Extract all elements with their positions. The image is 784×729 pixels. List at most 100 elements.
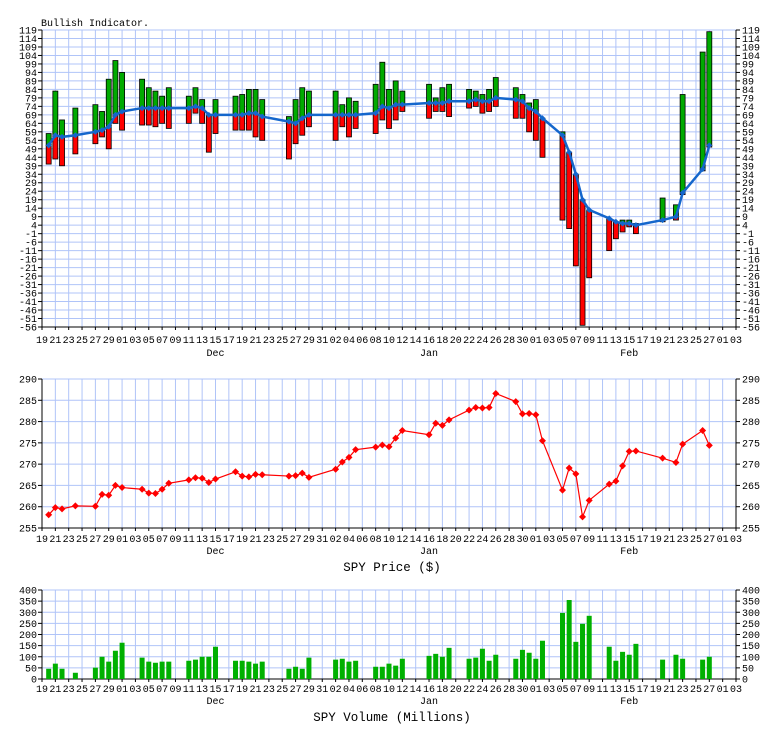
volume-bar bbox=[373, 666, 379, 679]
y-tick-label-left: -1 bbox=[25, 230, 37, 241]
y-tick-label-right: 39 bbox=[742, 162, 754, 173]
indicator-bar-green bbox=[52, 90, 59, 136]
y-tick-label-right: 150 bbox=[742, 642, 760, 653]
x-tick-label: 03 bbox=[129, 535, 141, 546]
x-tick-label: 01 bbox=[530, 535, 542, 546]
volume-bar bbox=[493, 654, 499, 679]
moving-average-point bbox=[446, 98, 453, 105]
x-tick-label: 03 bbox=[543, 336, 555, 347]
x-tick-label: 22 bbox=[463, 685, 475, 696]
moving-average-point bbox=[532, 108, 539, 115]
indicator-bar-red bbox=[59, 136, 65, 167]
moving-average-point bbox=[345, 111, 352, 118]
y-tick-label-left: 54 bbox=[25, 137, 37, 148]
price-point bbox=[572, 470, 580, 478]
price-point bbox=[145, 489, 153, 497]
x-tick-label: 03 bbox=[730, 685, 742, 696]
y-tick-label-right: 54 bbox=[742, 137, 754, 148]
x-tick-label: 02 bbox=[330, 685, 342, 696]
y-tick-label-right: 99 bbox=[742, 60, 754, 71]
volume-bar bbox=[106, 661, 112, 679]
indicator-bar-green bbox=[679, 94, 686, 194]
volume-bar bbox=[379, 666, 385, 679]
indicator-bar-green bbox=[145, 87, 152, 109]
price-point bbox=[385, 443, 393, 451]
indicator-bar-green bbox=[105, 78, 112, 128]
moving-average-point bbox=[539, 115, 546, 122]
volume-bar bbox=[526, 652, 532, 679]
moving-average-point bbox=[606, 215, 613, 222]
moving-average-point bbox=[586, 206, 593, 213]
x-tick-label: 28 bbox=[503, 685, 515, 696]
indicator-bar-green bbox=[306, 90, 312, 116]
price-point bbox=[559, 486, 566, 494]
x-tick-label: 25 bbox=[276, 535, 288, 546]
price-point bbox=[699, 427, 707, 435]
x-tick-label: 19 bbox=[236, 685, 248, 696]
indicator-bar-green bbox=[332, 90, 339, 116]
y-tick-label-left: 29 bbox=[25, 179, 37, 190]
indicator-bar-green bbox=[492, 77, 499, 99]
x-tick-label: 24 bbox=[476, 685, 488, 696]
volume-bar bbox=[580, 623, 586, 679]
indicator-bar-red bbox=[586, 209, 593, 279]
price-point bbox=[245, 473, 253, 481]
x-tick-label: 18 bbox=[436, 685, 448, 696]
y-tick-label-right: 280 bbox=[742, 418, 760, 429]
x-tick-label: 23 bbox=[677, 535, 689, 546]
x-tick-label: 08 bbox=[370, 535, 382, 546]
x-tick-label: 06 bbox=[356, 685, 368, 696]
x-tick-label: 01 bbox=[116, 685, 128, 696]
price-point bbox=[165, 479, 173, 487]
x-tick-label: 11 bbox=[597, 336, 609, 347]
x-tick-label: 27 bbox=[89, 685, 101, 696]
y-tick-label-left: 4 bbox=[31, 222, 37, 233]
x-tick-label: 21 bbox=[663, 535, 675, 546]
volume-bar bbox=[159, 661, 165, 679]
moving-average-point bbox=[145, 105, 152, 112]
volume-bar bbox=[112, 650, 118, 679]
indicator-bar-green bbox=[372, 83, 379, 114]
x-tick-label: 25 bbox=[276, 685, 288, 696]
moving-average-point bbox=[386, 105, 392, 112]
x-tick-label: 11 bbox=[183, 685, 195, 696]
x-tick-label: 21 bbox=[49, 336, 61, 347]
indicator-bar-red bbox=[105, 126, 112, 150]
spy-volume-panel: 19 21 23 25 27 29 01 03 05 07 09 11 13 15 17 19 21 23 25 27… bbox=[19, 587, 760, 709]
y-tick-label-left: 44 bbox=[25, 154, 37, 165]
x-tick-label: 27 bbox=[290, 336, 302, 347]
volume-bar bbox=[473, 657, 479, 679]
y-tick-label-right: 255 bbox=[742, 525, 760, 536]
indicator-bar-red bbox=[372, 112, 379, 134]
y-tick-label-right: 74 bbox=[742, 103, 754, 114]
y-tick-label-right: 79 bbox=[742, 94, 754, 105]
indicator-bar-red bbox=[386, 107, 392, 129]
moving-average-point bbox=[619, 220, 626, 227]
indicator-bar-red bbox=[286, 121, 292, 160]
y-tick-label-left: -56 bbox=[19, 324, 37, 335]
x-tick-label: 11 bbox=[597, 535, 609, 546]
moving-average-point bbox=[332, 111, 339, 118]
price-point bbox=[345, 453, 353, 461]
volume-bar bbox=[213, 646, 218, 679]
x-tick-label: 05 bbox=[143, 685, 155, 696]
volume-bar bbox=[306, 657, 312, 679]
x-tick-label: 11 bbox=[183, 535, 195, 546]
x-tick-label: 31 bbox=[316, 685, 328, 696]
price-point bbox=[705, 441, 713, 449]
y-tick-label-left: 260 bbox=[19, 503, 37, 514]
price-point bbox=[71, 502, 79, 510]
price-point bbox=[185, 476, 193, 484]
x-tick-label: 01 bbox=[116, 535, 128, 546]
price-point bbox=[372, 443, 380, 451]
volume-bar bbox=[253, 663, 259, 679]
y-tick-label-right: 24 bbox=[742, 188, 754, 199]
price-line bbox=[48, 392, 710, 520]
volume-bar bbox=[606, 646, 612, 679]
moving-average-point bbox=[139, 105, 146, 112]
y-tick-label-left: -41 bbox=[19, 298, 37, 309]
volume-bar bbox=[333, 659, 339, 679]
price-point bbox=[238, 472, 246, 480]
volume-bar bbox=[259, 661, 265, 679]
price-point bbox=[151, 490, 159, 498]
